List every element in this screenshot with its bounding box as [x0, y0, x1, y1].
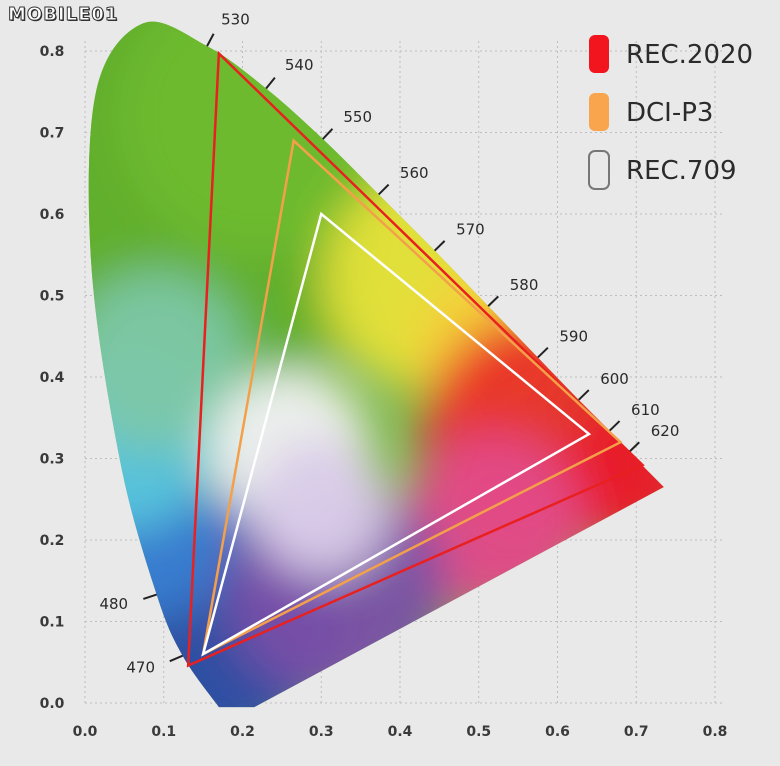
wavelength-label-550: 550 — [343, 108, 372, 126]
wavelength-tick-610 — [608, 420, 621, 432]
legend-label-rec-709: REC.709 — [626, 156, 737, 186]
gamut-rec-2020 — [186, 50, 645, 668]
wavelength-tick-480 — [143, 593, 157, 600]
wavelength-tick-570 — [433, 240, 446, 252]
x-tick-label: 0.8 — [703, 724, 728, 740]
wavelength-tick-530 — [206, 33, 215, 47]
legend-swatch-rec-2020 — [589, 35, 609, 73]
wavelength-label-580: 580 — [510, 276, 539, 294]
color-blob — [251, 437, 392, 578]
wavelength-tick-550 — [322, 128, 334, 140]
x-tick-label: 0.2 — [230, 724, 255, 740]
x-tick-label: 0.7 — [624, 724, 649, 740]
gamut-dci-p3 — [201, 138, 623, 657]
wavelength-label-540: 540 — [285, 56, 314, 74]
wavelength-label-530: 530 — [221, 11, 250, 29]
wavelength-tick-600 — [578, 389, 590, 401]
color-blob — [566, 404, 664, 545]
legend: REC.2020 DCI-P3 REC.709 — [588, 35, 753, 190]
y-tick-label: 0.6 — [40, 207, 65, 223]
x-tick-label: 0.1 — [151, 724, 176, 740]
wavelength-label-600: 600 — [600, 370, 629, 388]
y-tick-label: 0.5 — [40, 289, 65, 305]
wavelength-tick-540 — [265, 76, 276, 90]
y-tick-label: 0.8 — [40, 44, 65, 60]
legend-label-rec-2020: REC.2020 — [626, 40, 753, 70]
y-tick-label: 0.3 — [40, 452, 65, 468]
y-tick-label: 0.1 — [40, 615, 65, 631]
wavelength-label-560: 560 — [400, 164, 429, 182]
legend-swatch-dci-p3 — [589, 93, 609, 131]
wavelength-tick-560 — [378, 183, 390, 196]
x-tick-label: 0.5 — [466, 724, 491, 740]
watermark-logo: MOBILE01 — [7, 4, 119, 26]
x-tick-label: 0.4 — [388, 724, 413, 740]
wavelength-label-470: 470 — [126, 658, 155, 676]
y-tick-label: 0.2 — [40, 533, 65, 549]
axis-labels: 0.0 0.1 0.2 0.3 0.4 0.5 0.6 0.7 0.8 0.0 0.1 0.2 0.3 0… — [40, 44, 728, 740]
legend-label-dci-p3: DCI-P3 — [626, 98, 713, 128]
gamut-triangles — [186, 50, 645, 668]
wavelength-label-610: 610 — [631, 401, 660, 419]
x-tick-label: 0.3 — [309, 724, 334, 740]
y-tick-label: 0.4 — [40, 370, 65, 386]
wavelength-label-620: 620 — [651, 422, 680, 440]
x-tick-label: 0.6 — [545, 724, 570, 740]
y-tick-label: 0.7 — [40, 126, 65, 142]
y-tick-label: 0.0 — [40, 696, 65, 712]
wavelength-tick-470 — [169, 654, 184, 663]
wavelength-label-480: 480 — [99, 595, 128, 613]
wavelength-tick-580 — [487, 295, 499, 307]
x-tick-label: 0.0 — [73, 724, 98, 740]
wavelength-tick-590 — [537, 346, 549, 359]
legend-swatch-rec-709 — [588, 150, 610, 190]
wavelength-tick-620 — [628, 441, 640, 453]
gamut-rec-709 — [201, 211, 592, 657]
wavelength-label-570: 570 — [456, 221, 485, 239]
wavelength-label-590: 590 — [559, 328, 588, 346]
